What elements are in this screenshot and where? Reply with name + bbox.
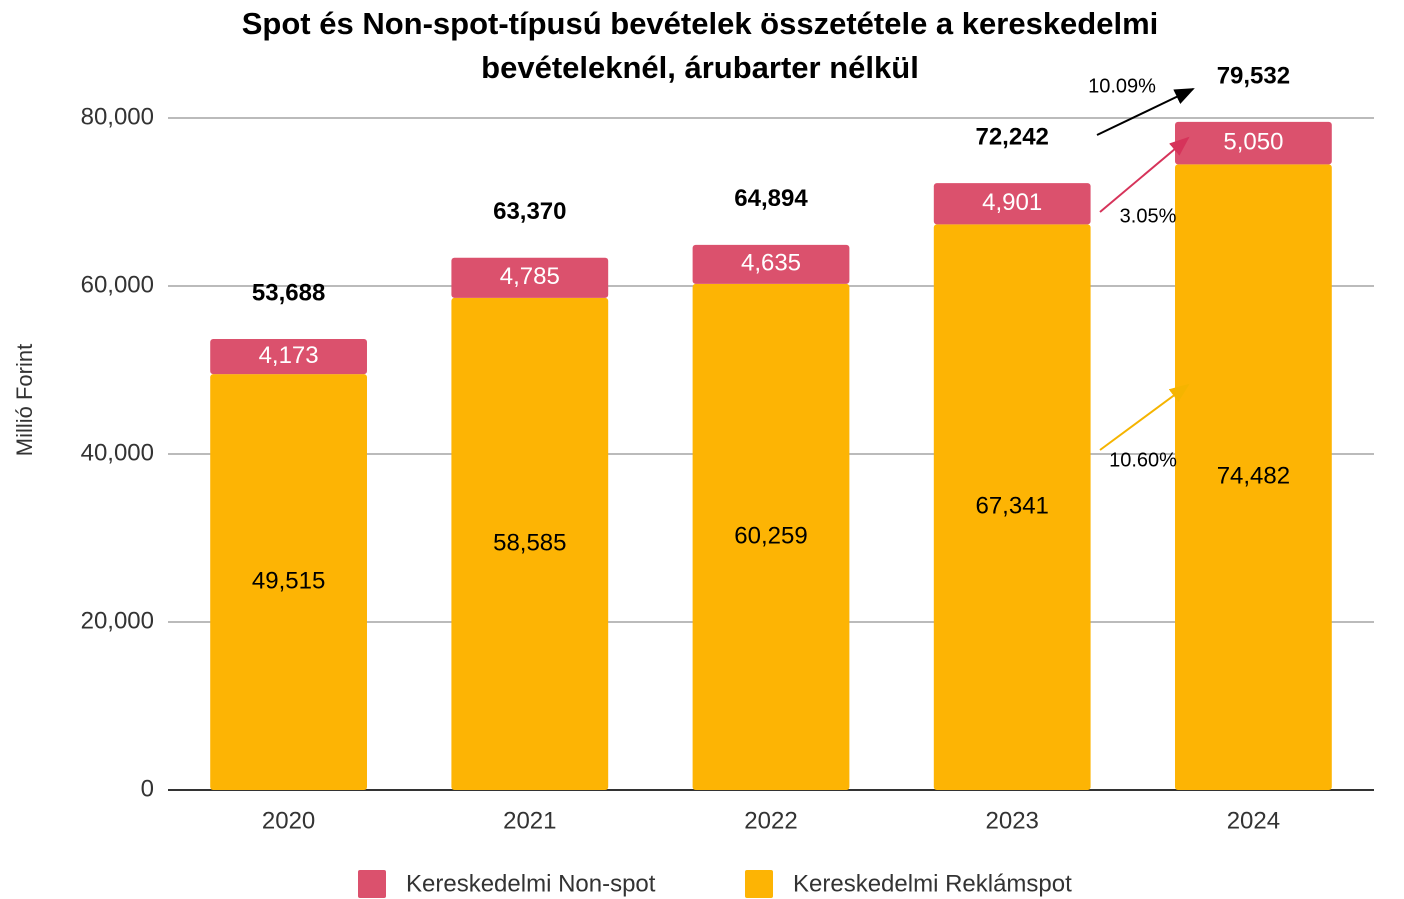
bar-segment [210, 374, 367, 790]
y-tick-label: 20,000 [81, 607, 154, 634]
legend-label: Kereskedelmi Non-spot [406, 870, 656, 897]
legend-swatch [745, 870, 773, 898]
legend-swatch [358, 870, 386, 898]
data-label: 49,515 [252, 567, 325, 594]
total-label: 63,370 [493, 198, 566, 225]
y-tick-label: 0 [141, 775, 154, 802]
bar-segment [1175, 164, 1332, 790]
data-label: 74,482 [1217, 463, 1290, 490]
data-label: 5,050 [1223, 128, 1283, 155]
x-tick-label: 2020 [262, 807, 315, 834]
total-label: 72,242 [975, 124, 1048, 151]
data-label: 4,901 [982, 189, 1042, 216]
data-label: 4,635 [741, 250, 801, 277]
legend-label: Kereskedelmi Reklámspot [793, 870, 1072, 897]
total-label: 53,688 [252, 279, 325, 306]
y-tick-label: 80,000 [81, 103, 154, 130]
data-label: 4,173 [259, 342, 319, 369]
data-label: 67,341 [975, 493, 1048, 520]
x-tick-label: 2022 [744, 807, 797, 834]
annotation: 10.09% [1088, 75, 1156, 97]
y-tick-label: 40,000 [81, 439, 154, 466]
data-label: 58,585 [493, 529, 566, 556]
y-tick-label: 60,000 [81, 271, 154, 298]
chart-title: bevételeknél, árubarter nélkül [481, 50, 919, 85]
bar-segment [451, 257, 609, 298]
total-label: 64,894 [734, 185, 808, 212]
bar-segment [451, 297, 609, 790]
total-label: 79,532 [1217, 62, 1290, 89]
arrow [1099, 136, 1190, 213]
data-label: 60,259 [734, 522, 807, 549]
arrow [1096, 88, 1195, 136]
bar-segment [933, 224, 1091, 791]
chart-title: Spot és Non-spot-típusú bevételek összet… [242, 6, 1159, 41]
annotation: 3.05% [1120, 205, 1177, 227]
x-tick-label: 2023 [986, 807, 1039, 834]
bar-segment [933, 183, 1091, 225]
annotation: 10.60% [1109, 449, 1177, 471]
arrow [1099, 383, 1190, 451]
bar-segment [692, 244, 850, 284]
x-tick-label: 2021 [503, 807, 556, 834]
bar-segment [1175, 121, 1332, 165]
bar-segment [210, 339, 367, 375]
x-tick-label: 2024 [1227, 807, 1280, 834]
plot-area: 0 20,000 40,000 60,000 80,000 2020 49,515 4,173… [81, 62, 1374, 834]
bar-segment [692, 283, 850, 790]
y-axis-label: Millió Forint [12, 344, 37, 456]
data-label: 4,785 [500, 263, 560, 290]
